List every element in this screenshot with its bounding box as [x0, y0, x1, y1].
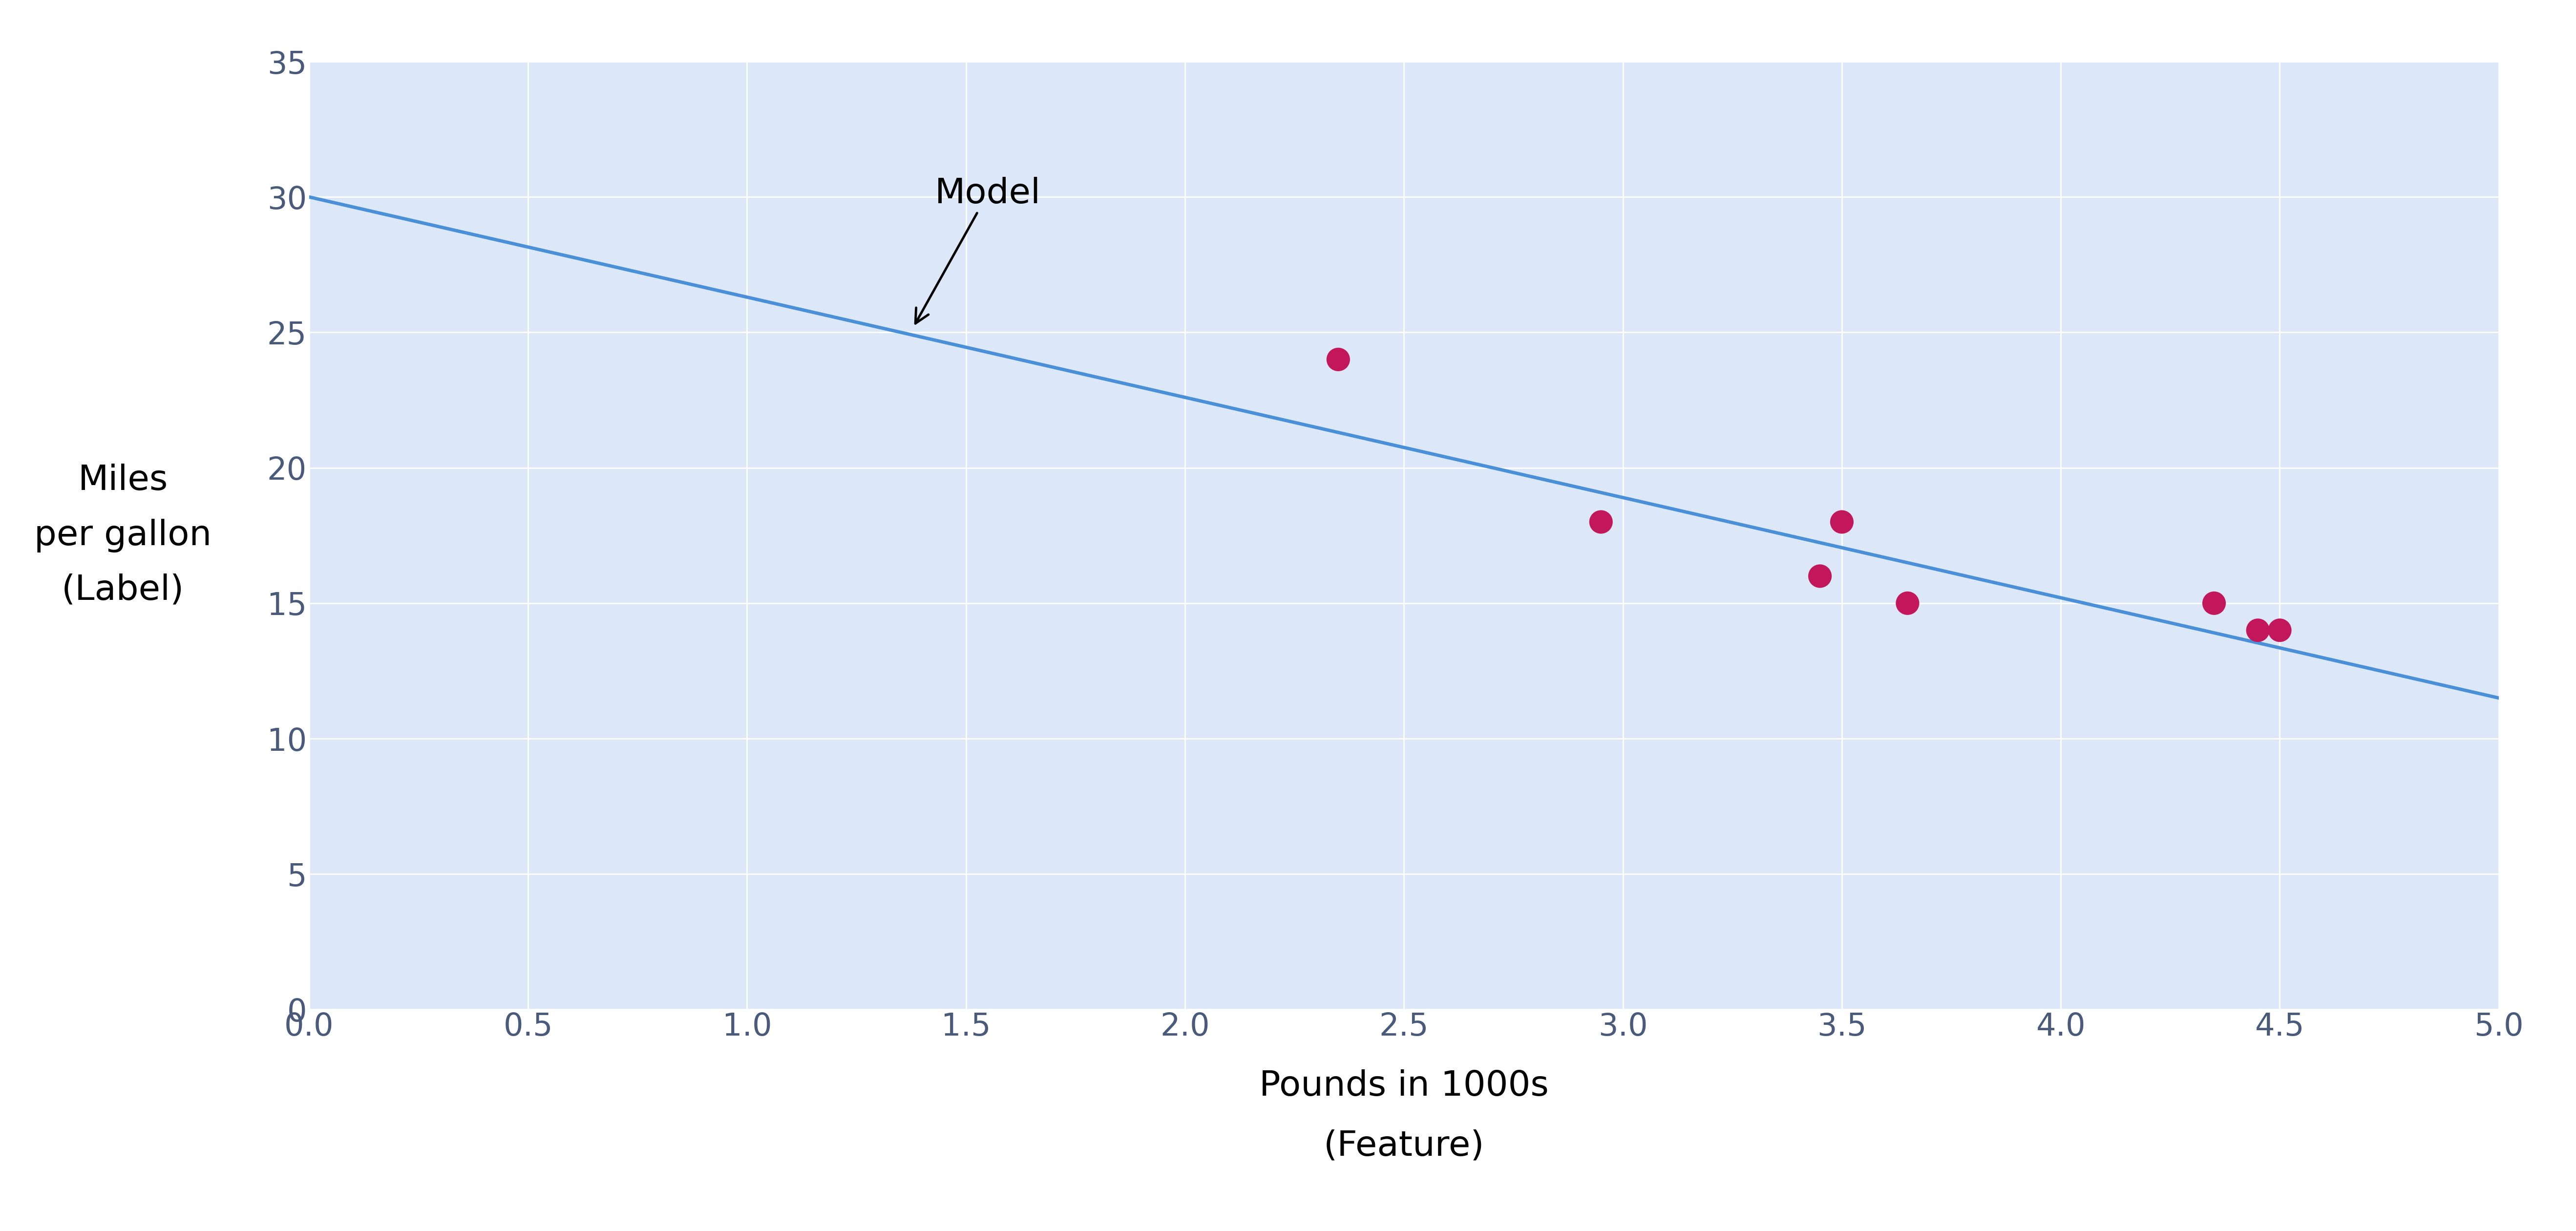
Point: [2236, 620, 2277, 640]
Point: [1582, 512, 1623, 532]
Point: [1821, 512, 1862, 532]
Point: [1798, 566, 1839, 586]
Point: [2259, 620, 2300, 640]
Point: [1316, 350, 1360, 369]
Point: [2192, 593, 2233, 613]
Text: Model: Model: [914, 177, 1041, 324]
X-axis label: Pounds in 1000s
(Feature): Pounds in 1000s (Feature): [1260, 1070, 1548, 1163]
Y-axis label: Miles
per gallon
(Label): Miles per gallon (Label): [33, 464, 211, 607]
Point: [1886, 593, 1927, 613]
